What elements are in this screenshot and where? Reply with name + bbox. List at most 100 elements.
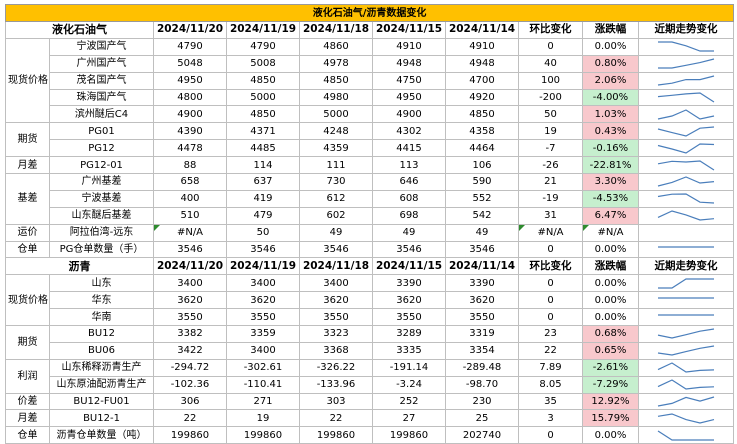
value-cell: 50 [226, 223, 300, 242]
value-cell: -289.48 [445, 358, 519, 377]
change-cell: 8.05 [518, 375, 583, 394]
table-row: 期货 BU12 3382 3359 3323 3289 3319 23 0.68% [5, 325, 735, 360]
change-cell: 19 [518, 122, 583, 141]
value-cell: 3620 [445, 291, 519, 310]
value-cell: 49 [445, 223, 519, 242]
change-header: 环比变化 [518, 257, 583, 276]
pct-cell: 0.68% [582, 325, 639, 343]
value-cell: 3546 [226, 240, 300, 259]
sparkline-chart [658, 278, 715, 289]
change-cell: -7 [518, 139, 583, 158]
pct-cell: 2.06% [582, 71, 639, 90]
value-cell: 3323 [299, 325, 373, 343]
value-cell: 3550 [445, 308, 519, 327]
date-header: 2024/11/19 [226, 21, 300, 39]
sparkline-chart [657, 193, 715, 204]
value-cell: 3546 [372, 240, 446, 259]
trend-sparkline [637, 71, 735, 90]
value-cell: 3400 [299, 274, 373, 293]
table-row: BU06 3422 3400 3368 3335 3354 22 0.65% [6, 341, 735, 360]
table-row: 基差 广州基差 658 637 730 646 590 21 3.30% [5, 173, 735, 225]
value-cell: 4950 [153, 71, 227, 90]
value-cell: 3620 [372, 291, 446, 310]
value-cell: 4948 [445, 54, 519, 73]
value-cell: 4790 [226, 37, 300, 56]
table-row: 茂名国产气 4950 4850 4850 4750 4700 100 2.06% [6, 71, 735, 90]
table-row: 现货价格 山东 3400 3400 3400 3390 3390 0 0.00% [5, 274, 735, 327]
change-header: 环比变化 [518, 21, 583, 39]
group-label: 现货价格 [5, 274, 50, 327]
pct-header: 涨跌幅 [582, 257, 639, 276]
sparkline-chart [657, 210, 715, 221]
value-cell: 19 [226, 409, 300, 428]
change-cell: 35 [518, 392, 583, 411]
item-name: BU06 [49, 341, 154, 360]
value-cell: 111 [299, 156, 373, 175]
value-cell: 4850 [445, 105, 519, 124]
value-cell: 4860 [299, 37, 373, 56]
pct-cell: 3.30% [582, 173, 639, 191]
value-cell: 3400 [226, 274, 300, 293]
value-cell: 4920 [445, 88, 519, 107]
trend-sparkline [637, 206, 735, 225]
value-cell: 4302 [372, 122, 446, 141]
value-cell: 4910 [372, 37, 446, 56]
item-name: PG12-01 [49, 156, 154, 175]
value-cell: 4850 [299, 71, 373, 90]
value-cell: 4700 [445, 71, 519, 90]
change-cell: 23 [518, 325, 583, 343]
item-name: 山东稀释沥青生产 [49, 358, 154, 377]
pct-cell: 0.65% [582, 341, 639, 360]
pct-cell: 0.00% [582, 308, 639, 327]
sparkline-chart [658, 246, 715, 248]
value-cell: 306 [153, 392, 227, 411]
pct-cell: 1.03% [582, 105, 639, 124]
sparkline-line [658, 41, 715, 52]
value-cell: 4485 [226, 139, 300, 158]
group-label: 运价 [5, 223, 50, 242]
value-cell: 3368 [299, 341, 373, 360]
item-name: 滨州醚后C4 [49, 105, 154, 124]
value-cell: 3400 [153, 274, 227, 293]
sparkline-line [657, 159, 715, 171]
sheet-title: 液化石油气/沥青数据变化 [4, 4, 735, 22]
trend-sparkline [637, 88, 735, 107]
change-cell: 0 [518, 426, 583, 444]
value-cell: 3390 [372, 274, 446, 293]
value-cell: 4790 [153, 37, 227, 56]
value-cell: 4800 [153, 88, 227, 107]
lpg-header-row: 液化石油气 2024/11/20 2024/11/19 2024/11/18 2024/… [5, 21, 735, 39]
group-label: 月差 [5, 409, 50, 428]
value-cell: 479 [226, 206, 300, 225]
date-header: 2024/11/20 [153, 21, 227, 39]
lpg-section-label: 液化石油气 [5, 21, 154, 39]
group-label: 利润 [5, 358, 50, 394]
value-cell: 4978 [299, 54, 373, 73]
group-label: 月差 [5, 156, 50, 175]
date-header: 2024/11/20 [153, 257, 227, 276]
item-name: BU12 [49, 325, 154, 343]
change-cell: 0 [518, 274, 583, 293]
change-cell: 22 [518, 341, 583, 360]
value-cell: 114 [226, 156, 300, 175]
value-cell: 4371 [226, 122, 300, 141]
trend-sparkline [637, 341, 735, 360]
value-cell: 3400 [226, 341, 300, 360]
change-cell: 50 [518, 105, 583, 124]
trend-sparkline [637, 392, 735, 411]
item-name: 山东原油配沥青生产 [49, 375, 154, 394]
value-cell: 5000 [226, 88, 300, 107]
value-cell: #N/A [153, 223, 227, 242]
value-cell: 202740 [445, 426, 519, 444]
sparkline-line [657, 413, 715, 424]
value-cell: 88 [153, 156, 227, 175]
change-cell: 21 [518, 173, 583, 191]
sparkline-line [657, 109, 715, 120]
pct-cell: 0.00% [582, 426, 639, 444]
value-cell: -294.72 [153, 358, 227, 377]
pct-cell: #N/A [582, 223, 639, 242]
value-cell: 4948 [372, 54, 446, 73]
value-cell: 252 [372, 392, 446, 411]
pct-cell: 6.47% [582, 206, 639, 225]
trend-sparkline [637, 37, 735, 56]
